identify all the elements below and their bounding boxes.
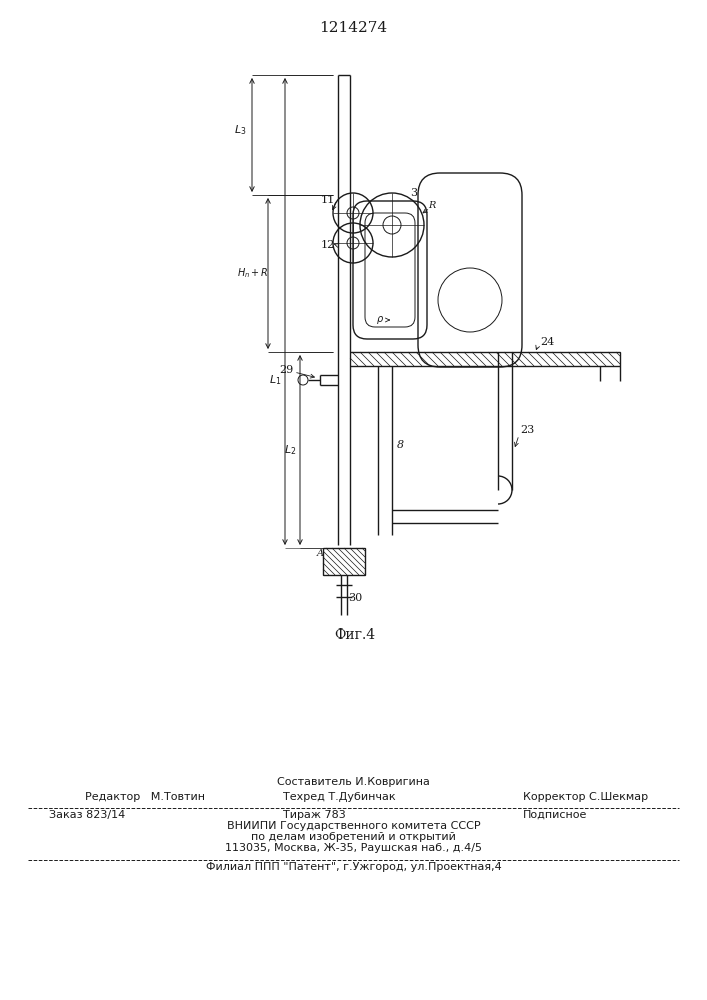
Text: Подписное: Подписное bbox=[523, 810, 588, 820]
Text: 24: 24 bbox=[540, 337, 554, 347]
Text: $H_n+R$: $H_n+R$ bbox=[237, 266, 269, 280]
Text: по делам изобретений и открытий: по делам изобретений и открытий bbox=[251, 832, 456, 842]
Text: Фиг.4: Фиг.4 bbox=[334, 628, 375, 642]
Text: $L_3$: $L_3$ bbox=[234, 123, 246, 137]
Text: Корректор С.Шекмар: Корректор С.Шекмар bbox=[523, 792, 648, 802]
Text: Техред Т.Дубинчак: Техред Т.Дубинчак bbox=[283, 792, 395, 802]
Text: 23: 23 bbox=[520, 425, 534, 435]
Text: 113035, Москва, Ж-35, Раушская наб., д.4/5: 113035, Москва, Ж-35, Раушская наб., д.4… bbox=[225, 843, 482, 853]
Text: 29: 29 bbox=[279, 365, 293, 375]
Text: $L_1$: $L_1$ bbox=[269, 373, 281, 387]
Text: $\rho$: $\rho$ bbox=[376, 314, 384, 326]
Text: ВНИИПИ Государственного комитета СССР: ВНИИПИ Государственного комитета СССР bbox=[227, 821, 480, 831]
Text: 11: 11 bbox=[321, 195, 335, 205]
Text: 1214274: 1214274 bbox=[319, 21, 387, 35]
Text: 3: 3 bbox=[410, 188, 417, 198]
Bar bbox=[350, 352, 620, 366]
Text: Редактор   М.Товтин: Редактор М.Товтин bbox=[85, 792, 205, 802]
Text: Тираж 783: Тираж 783 bbox=[283, 810, 346, 820]
Text: Составитель И.Ковригина: Составитель И.Ковригина bbox=[277, 777, 430, 787]
Text: A: A bbox=[317, 548, 324, 558]
Text: Филиал ППП "Патент", г.Ужгород, ул.Проектная,4: Филиал ППП "Патент", г.Ужгород, ул.Проек… bbox=[206, 862, 501, 872]
Text: $L_2$: $L_2$ bbox=[284, 443, 296, 457]
Text: R: R bbox=[428, 200, 436, 210]
Text: 12: 12 bbox=[321, 240, 335, 250]
Text: 30: 30 bbox=[348, 593, 362, 603]
Text: 8: 8 bbox=[397, 440, 404, 450]
Bar bbox=[323, 548, 365, 575]
Text: Заказ 823/14: Заказ 823/14 bbox=[49, 810, 126, 820]
